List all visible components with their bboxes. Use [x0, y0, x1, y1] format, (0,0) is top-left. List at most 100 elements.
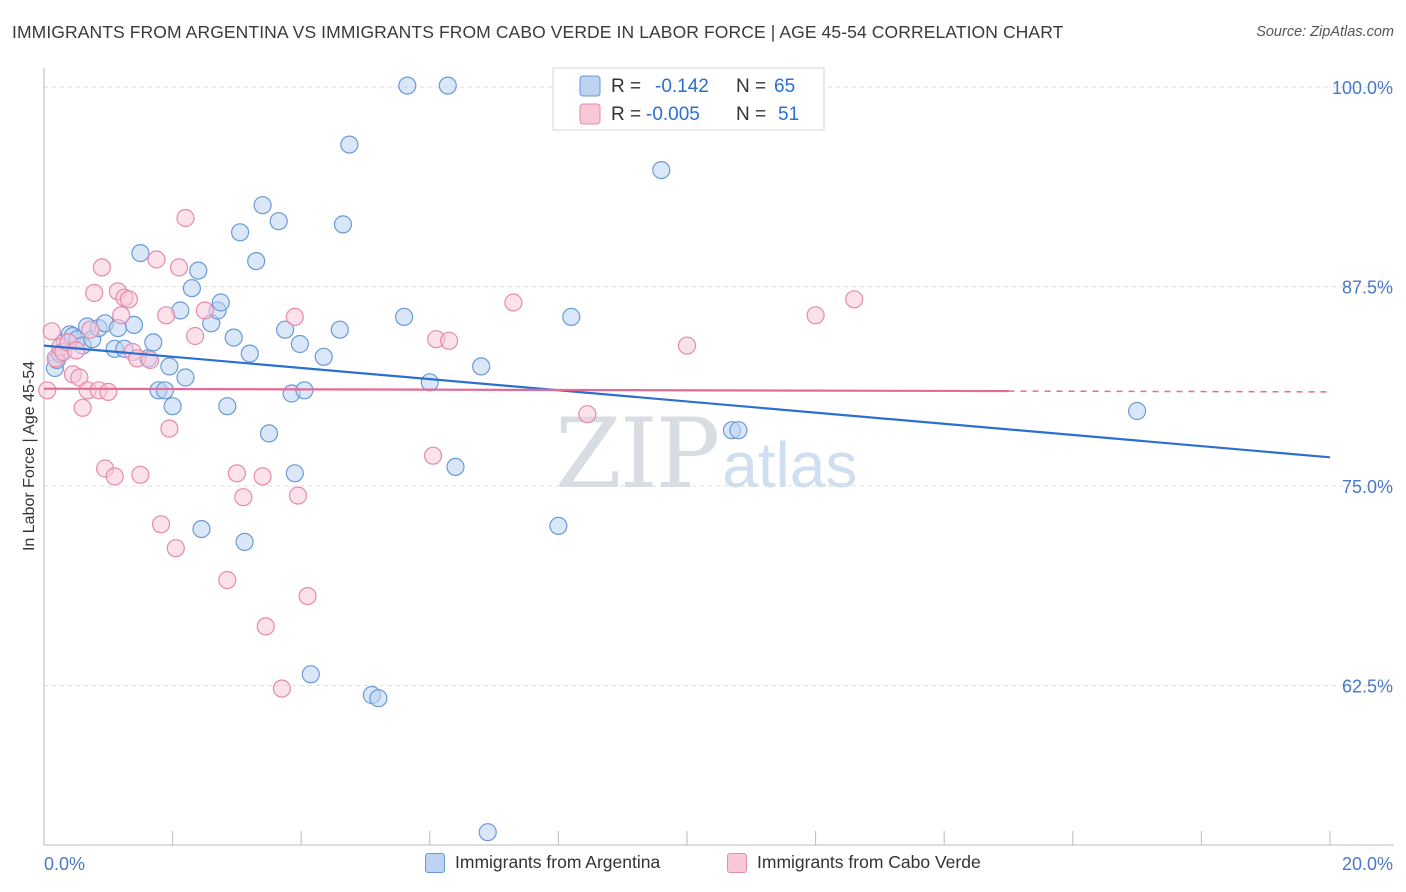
bottom-legend-argentina: Immigrants from Argentina: [425, 852, 660, 873]
y-tick-label: 75.0%: [1342, 477, 1393, 497]
y-tick-label: 87.5%: [1342, 278, 1393, 298]
point-caboverde: [234, 488, 253, 507]
point-argentina: [549, 516, 568, 536]
point-argentina: [472, 357, 491, 376]
point-argentina: [438, 76, 457, 95]
legend-r-value-caboverde: -0.005: [646, 104, 700, 125]
point-argentina: [218, 397, 237, 416]
point-caboverde: [157, 306, 176, 325]
point-argentina: [231, 223, 250, 242]
x-tick-label: 0.0%: [44, 854, 85, 874]
point-caboverde: [85, 283, 104, 303]
point-caboverde: [195, 301, 214, 320]
watermark-atlas: atlas: [722, 429, 858, 501]
point-caboverde: [73, 398, 92, 417]
point-argentina: [478, 823, 497, 842]
point-caboverde: [423, 446, 443, 465]
point-caboverde: [845, 290, 864, 309]
point-caboverde: [81, 320, 100, 339]
point-caboverde: [504, 293, 523, 312]
point-argentina: [333, 215, 353, 234]
point-caboverde: [147, 250, 166, 269]
tick-label-layer: 62.5% 75.0% 87.5% 100.0% 0.0% 20.0%: [44, 78, 1393, 874]
point-argentina: [144, 333, 163, 352]
point-argentina: [340, 135, 359, 154]
point-argentina: [253, 196, 272, 215]
point-caboverde: [256, 617, 275, 636]
bottom-legend-caboverde: Immigrants from Cabo Verde: [727, 852, 981, 873]
point-caboverde: [186, 326, 205, 346]
point-argentina: [285, 464, 304, 483]
legend-n-value-caboverde: 51: [778, 104, 799, 125]
point-argentina: [192, 519, 211, 539]
point-caboverde: [105, 467, 124, 486]
y-tick-label: 62.5%: [1342, 676, 1393, 696]
point-argentina: [446, 457, 465, 476]
point-argentina: [235, 532, 254, 552]
point-argentina: [1127, 401, 1147, 421]
point-argentina: [276, 320, 295, 339]
x-tick-label: 20.0%: [1342, 854, 1393, 874]
point-argentina: [290, 334, 309, 354]
point-caboverde: [288, 486, 308, 505]
point-argentina: [395, 307, 414, 326]
point-argentina: [562, 307, 581, 326]
point-argentina: [160, 357, 179, 376]
legend-swatch-argentina: [579, 75, 601, 97]
point-caboverde: [169, 258, 189, 277]
point-caboverde: [70, 368, 89, 387]
axis-layer: [43, 68, 1394, 846]
point-argentina: [398, 76, 417, 95]
legend-r-label-caboverde: R =: [611, 104, 641, 125]
bottom-legend-swatch-caboverde: [727, 852, 747, 873]
point-caboverde: [160, 419, 179, 438]
point-caboverde: [119, 290, 138, 309]
point-caboverde: [298, 586, 317, 606]
point-argentina: [211, 293, 230, 312]
point-argentina: [314, 347, 333, 366]
trend-layer: [43, 344, 1331, 459]
point-caboverde: [253, 467, 272, 486]
y-tick-label: 100.0%: [1332, 78, 1393, 98]
point-caboverde: [166, 539, 185, 558]
point-argentina: [369, 689, 388, 708]
bottom-legend-swatch-argentina: [425, 852, 445, 873]
trend-line-caboverde: [43, 387, 1009, 393]
point-argentina: [259, 424, 279, 443]
point-argentina: [163, 397, 182, 416]
point-caboverde: [38, 381, 57, 400]
watermark: ZIPatlas: [555, 398, 857, 510]
grid-layer: [44, 86, 1390, 686]
point-argentina: [652, 161, 671, 180]
chart-title: IMMIGRANTS FROM ARGENTINA VS IMMIGRANTS …: [12, 22, 1064, 42]
point-caboverde: [112, 306, 131, 325]
points-layer: [38, 76, 1147, 842]
point-argentina: [301, 665, 320, 684]
point-caboverde: [176, 208, 195, 228]
point-argentina: [182, 279, 201, 298]
point-argentina: [240, 344, 259, 363]
point-argentina: [224, 328, 243, 347]
legend-r-value-argentina: -0.142: [655, 76, 709, 97]
point-caboverde: [151, 515, 171, 534]
legend-r-label-argentina: R =: [611, 76, 641, 97]
point-argentina: [420, 373, 439, 392]
legend-n-label-caboverde: N =: [736, 104, 766, 125]
point-caboverde: [285, 307, 304, 326]
point-caboverde: [806, 306, 825, 325]
bottom-legend-label-argentina: Immigrants from Argentina: [455, 852, 661, 872]
point-argentina: [330, 320, 349, 339]
point-argentina: [124, 315, 144, 334]
point-caboverde: [677, 336, 697, 355]
point-argentina: [176, 368, 195, 387]
point-caboverde: [272, 679, 291, 698]
bottom-legend: Immigrants from Argentina Immigrants fro…: [0, 852, 1406, 878]
legend-n-label-argentina: N =: [736, 76, 766, 97]
point-caboverde: [92, 258, 112, 277]
point-caboverde: [218, 570, 237, 590]
bottom-legend-label-caboverde: Immigrants from Cabo Verde: [757, 852, 981, 872]
point-caboverde: [227, 464, 246, 483]
point-argentina: [729, 421, 748, 440]
point-argentina: [131, 244, 150, 263]
point-argentina: [247, 252, 266, 271]
